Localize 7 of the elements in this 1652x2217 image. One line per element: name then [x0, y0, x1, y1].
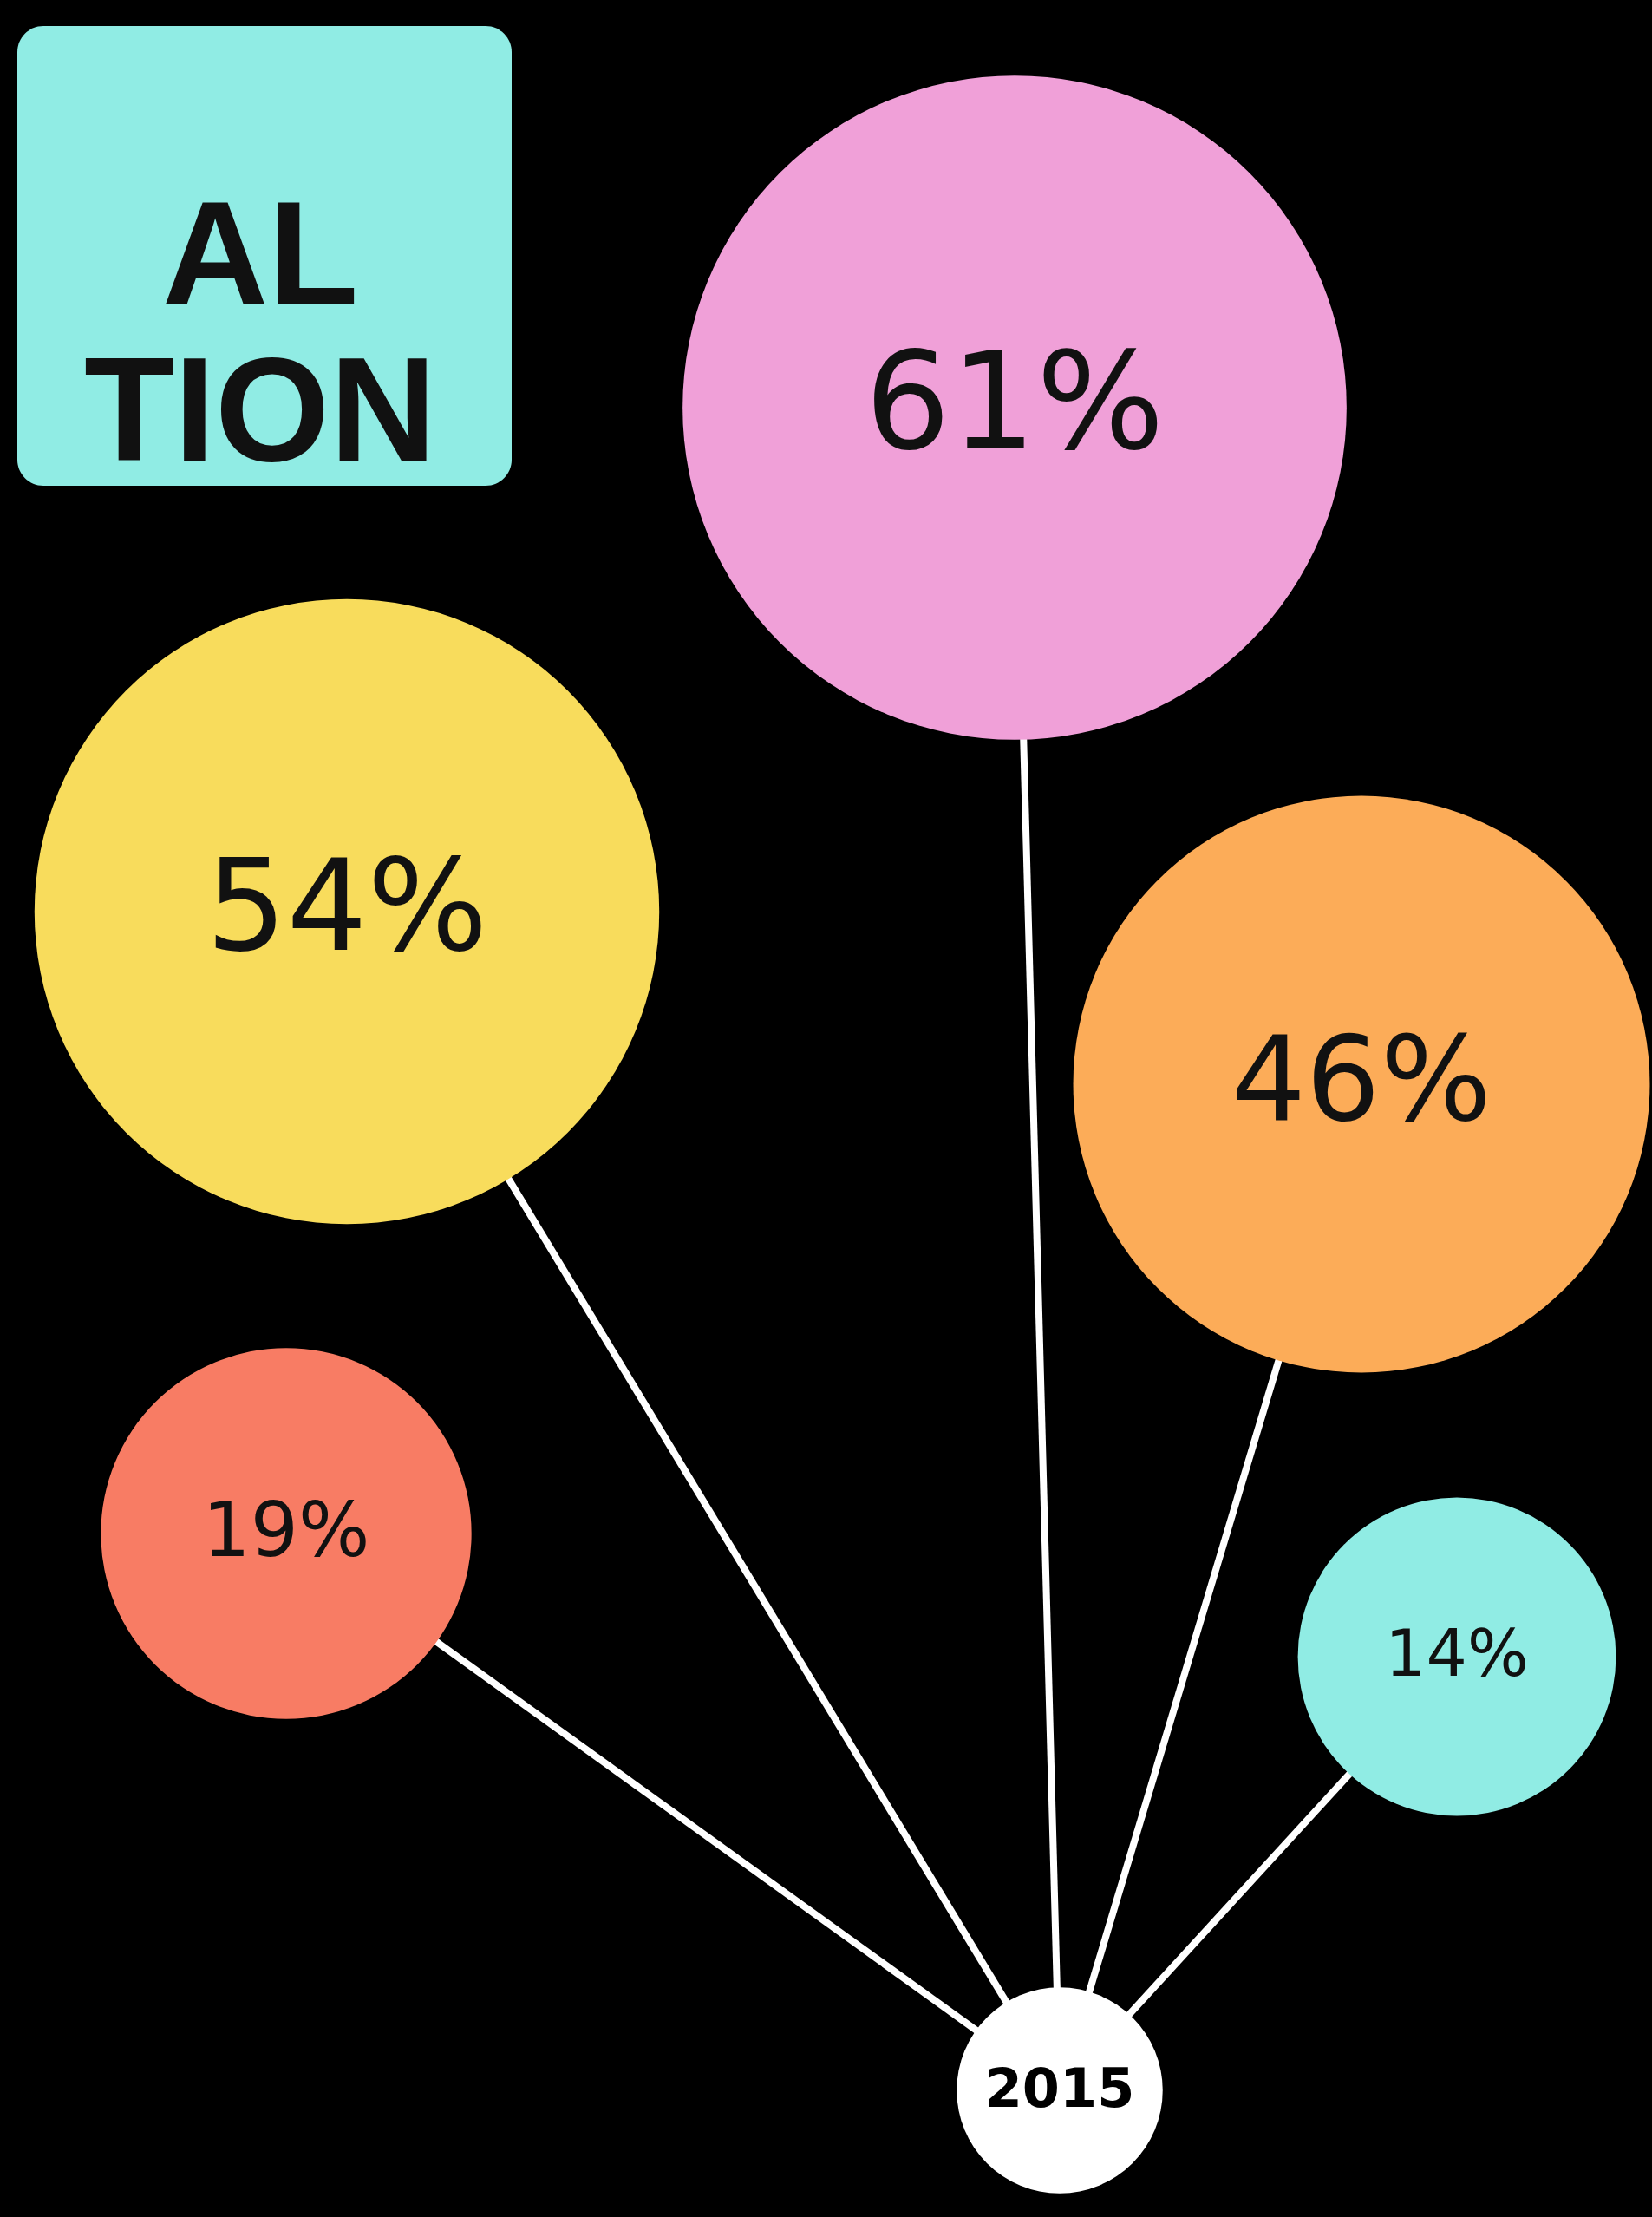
data-label: 14%	[1385, 1616, 1529, 1691]
data-label: 54%	[206, 832, 488, 980]
text: AL TION	[83, 171, 437, 492]
data-label: 61%	[865, 324, 1165, 481]
data-label: 19%	[202, 1486, 370, 1573]
text: 2015	[984, 2057, 1135, 2120]
data-label: 46%	[1231, 1011, 1492, 1148]
